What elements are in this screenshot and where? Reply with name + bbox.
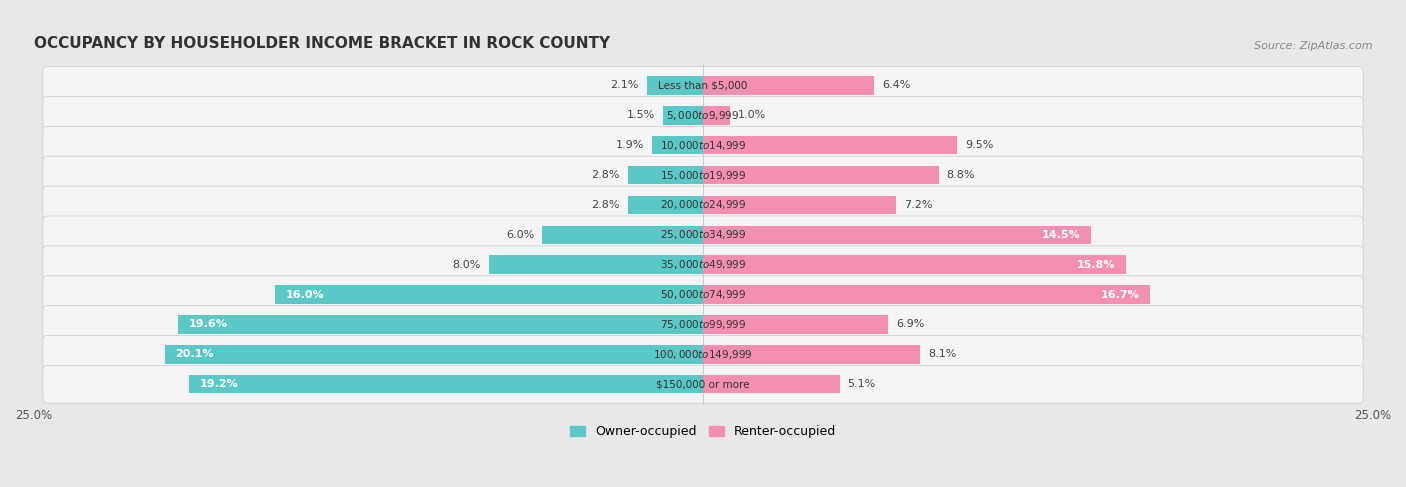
Text: 8.8%: 8.8% <box>946 170 976 180</box>
FancyBboxPatch shape <box>44 216 1362 254</box>
FancyBboxPatch shape <box>44 246 1362 283</box>
Text: 2.1%: 2.1% <box>610 80 638 91</box>
Bar <box>703 225 1091 244</box>
Bar <box>703 196 896 214</box>
Bar <box>165 345 703 364</box>
Text: $75,000 to $99,999: $75,000 to $99,999 <box>659 318 747 331</box>
Bar <box>188 375 703 393</box>
Text: 6.0%: 6.0% <box>506 230 534 240</box>
FancyBboxPatch shape <box>44 126 1362 164</box>
Text: 1.0%: 1.0% <box>738 110 766 120</box>
Bar <box>703 345 920 364</box>
Text: 14.5%: 14.5% <box>1042 230 1081 240</box>
Text: 1.9%: 1.9% <box>616 140 644 150</box>
Text: $20,000 to $24,999: $20,000 to $24,999 <box>659 198 747 211</box>
Text: $10,000 to $14,999: $10,000 to $14,999 <box>659 139 747 151</box>
FancyBboxPatch shape <box>44 156 1362 194</box>
Text: 19.6%: 19.6% <box>188 319 228 330</box>
FancyBboxPatch shape <box>44 365 1362 403</box>
Text: 6.9%: 6.9% <box>896 319 924 330</box>
Text: 6.4%: 6.4% <box>883 80 911 91</box>
Text: 19.2%: 19.2% <box>200 379 239 389</box>
Bar <box>628 166 703 184</box>
Legend: Owner-occupied, Renter-occupied: Owner-occupied, Renter-occupied <box>565 420 841 443</box>
Text: Source: ZipAtlas.com: Source: ZipAtlas.com <box>1254 41 1372 51</box>
Text: 2.8%: 2.8% <box>592 200 620 210</box>
Text: $5,000 to $9,999: $5,000 to $9,999 <box>666 109 740 122</box>
Bar <box>647 76 703 94</box>
FancyBboxPatch shape <box>44 67 1362 104</box>
Bar <box>703 285 1150 304</box>
Bar <box>628 196 703 214</box>
FancyBboxPatch shape <box>44 96 1362 134</box>
Text: 1.5%: 1.5% <box>627 110 655 120</box>
Text: $150,000 or more: $150,000 or more <box>657 379 749 389</box>
Text: 9.5%: 9.5% <box>966 140 994 150</box>
Bar <box>543 225 703 244</box>
Bar <box>274 285 703 304</box>
Text: 7.2%: 7.2% <box>904 200 932 210</box>
Bar <box>703 375 839 393</box>
Text: 16.7%: 16.7% <box>1101 290 1139 300</box>
FancyBboxPatch shape <box>44 276 1362 314</box>
Text: 20.1%: 20.1% <box>176 349 214 359</box>
Bar <box>662 106 703 125</box>
Text: $25,000 to $34,999: $25,000 to $34,999 <box>659 228 747 242</box>
Bar <box>703 106 730 125</box>
Text: 8.1%: 8.1% <box>928 349 956 359</box>
Text: 8.0%: 8.0% <box>453 260 481 270</box>
Bar <box>489 256 703 274</box>
Text: 2.8%: 2.8% <box>592 170 620 180</box>
Text: 16.0%: 16.0% <box>285 290 323 300</box>
FancyBboxPatch shape <box>44 306 1362 343</box>
FancyBboxPatch shape <box>44 186 1362 224</box>
Text: 15.8%: 15.8% <box>1077 260 1115 270</box>
Text: 5.1%: 5.1% <box>848 379 876 389</box>
Bar <box>703 315 887 334</box>
Text: $100,000 to $149,999: $100,000 to $149,999 <box>654 348 752 361</box>
Text: $35,000 to $49,999: $35,000 to $49,999 <box>659 258 747 271</box>
FancyBboxPatch shape <box>44 336 1362 373</box>
Bar <box>703 76 875 94</box>
Text: $15,000 to $19,999: $15,000 to $19,999 <box>659 169 747 182</box>
Bar <box>703 256 1126 274</box>
Text: Less than $5,000: Less than $5,000 <box>658 80 748 91</box>
Text: $50,000 to $74,999: $50,000 to $74,999 <box>659 288 747 301</box>
Text: OCCUPANCY BY HOUSEHOLDER INCOME BRACKET IN ROCK COUNTY: OCCUPANCY BY HOUSEHOLDER INCOME BRACKET … <box>34 36 610 51</box>
Bar <box>179 315 703 334</box>
Bar <box>703 136 957 154</box>
Bar <box>652 136 703 154</box>
Bar <box>703 166 939 184</box>
